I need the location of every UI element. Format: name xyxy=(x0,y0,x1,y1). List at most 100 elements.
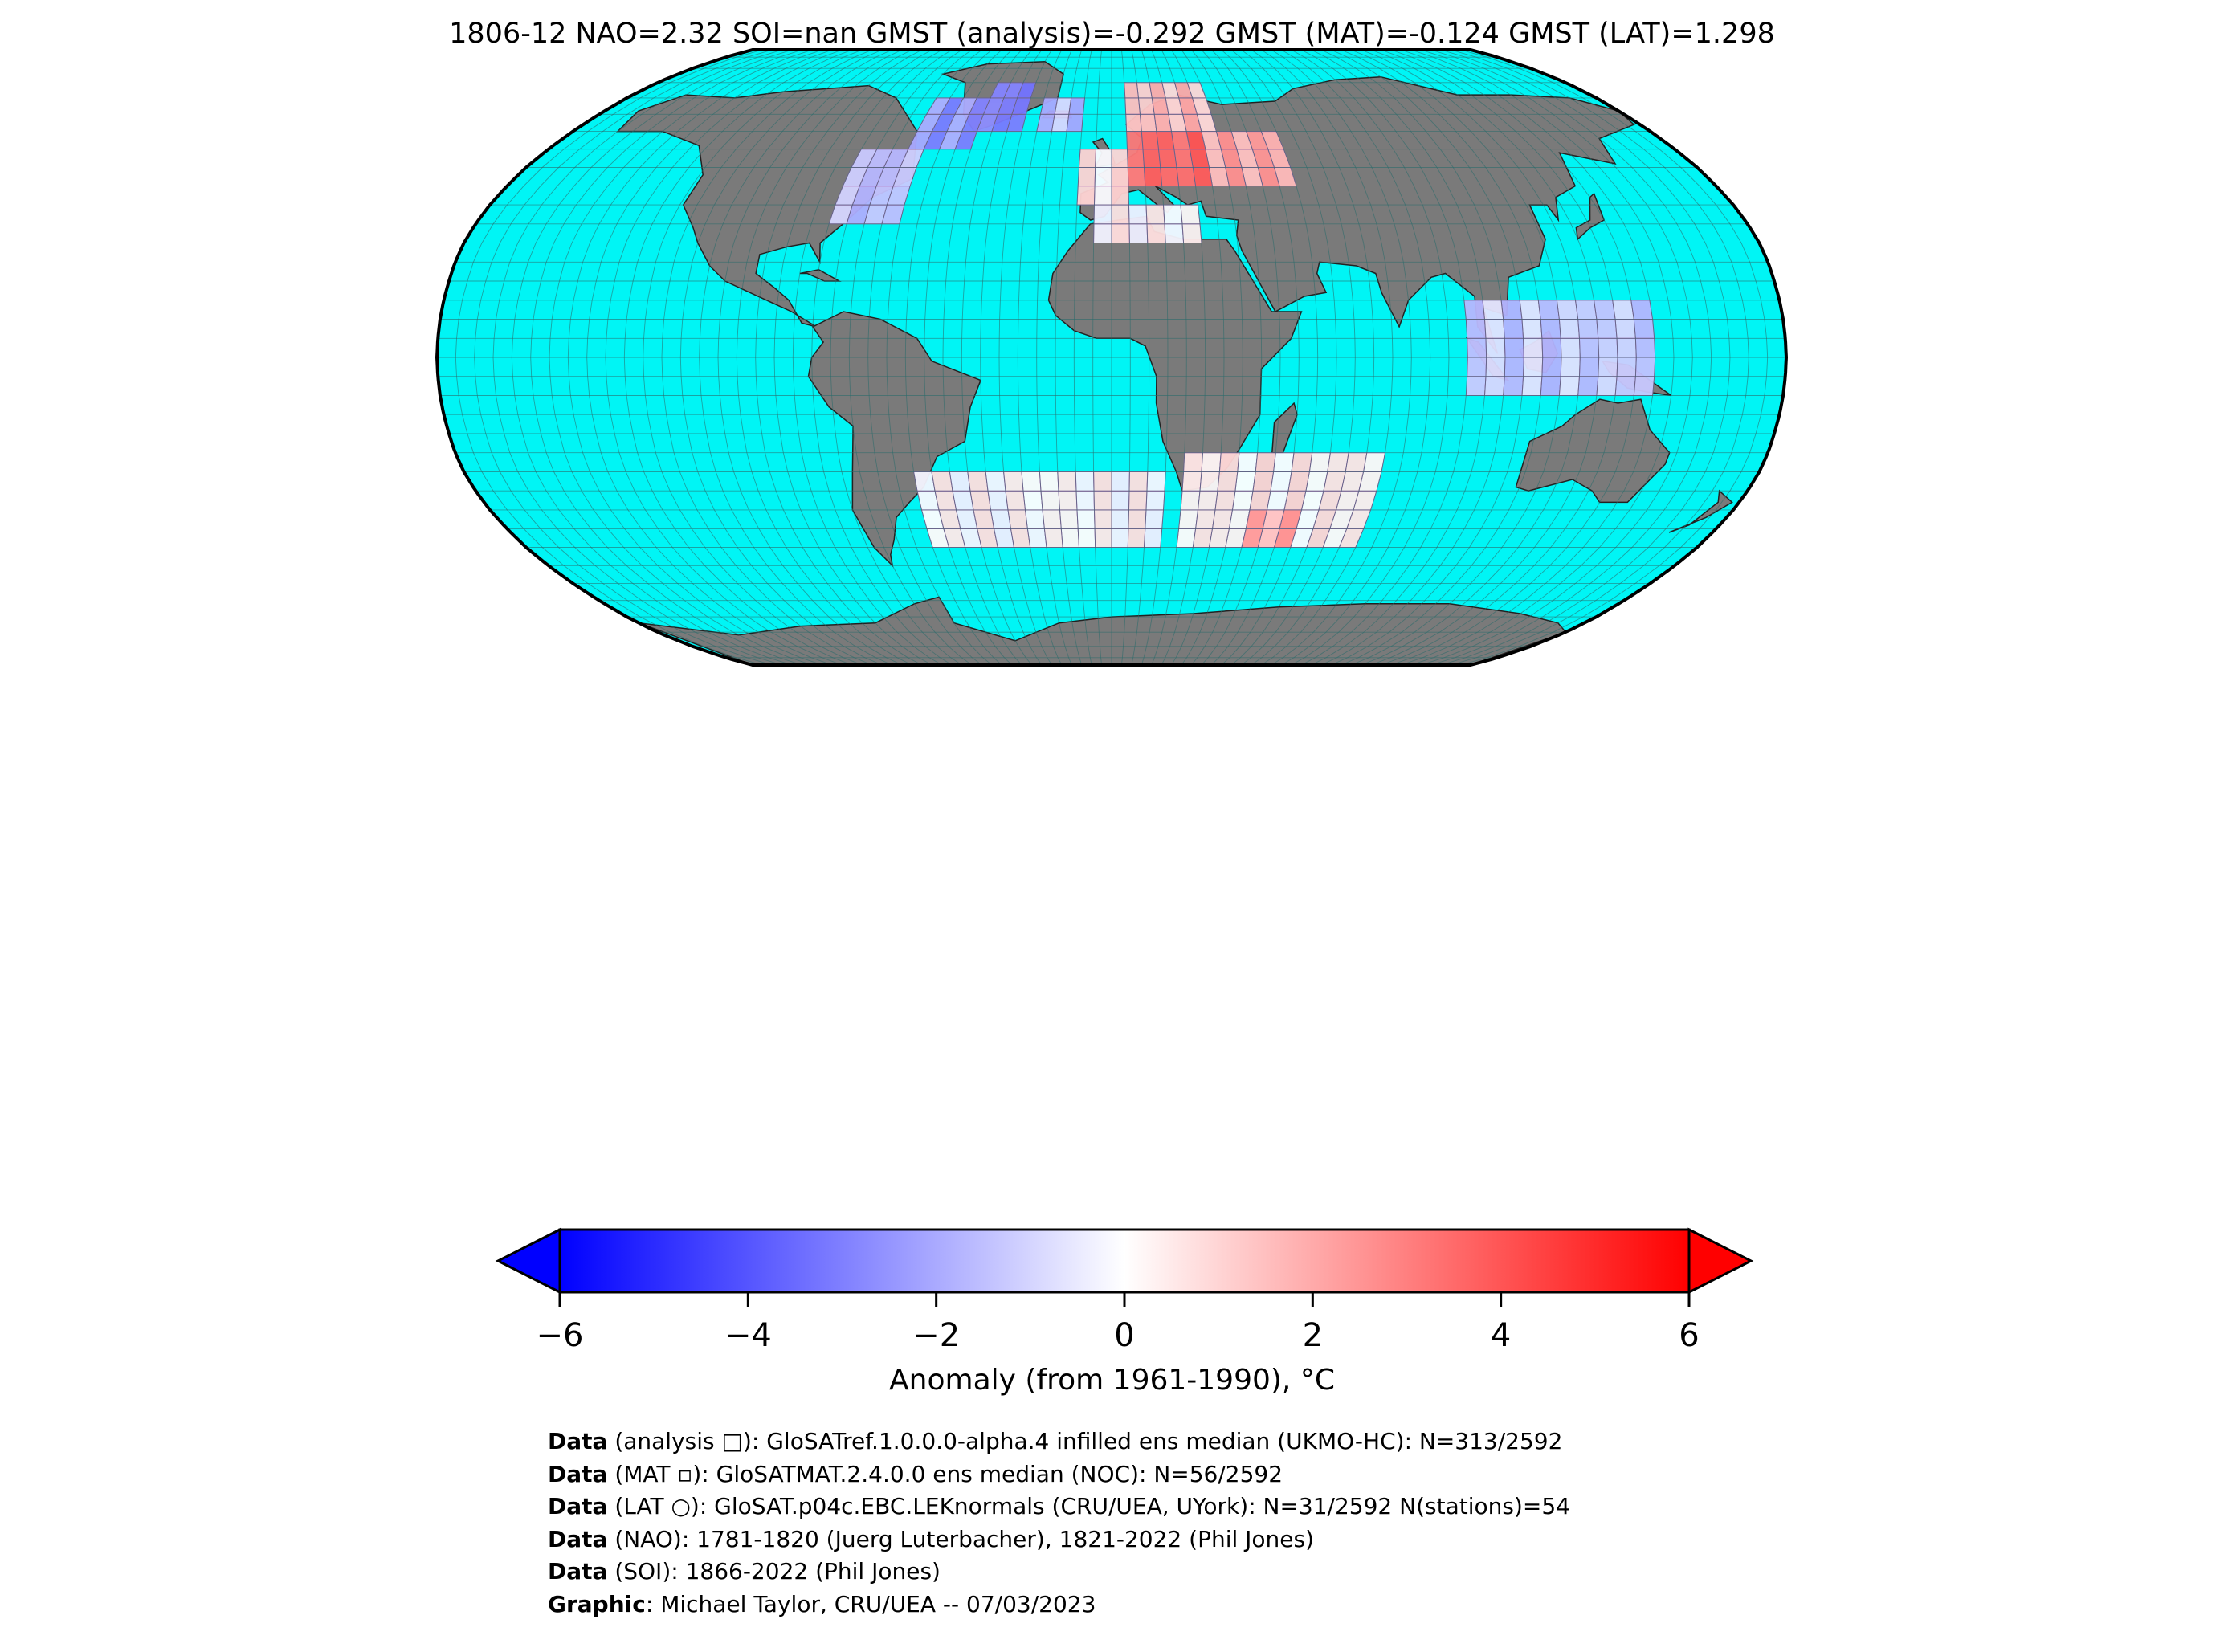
land-new-zealand xyxy=(1668,489,1733,533)
grid-cell xyxy=(1111,186,1130,206)
grid-cell xyxy=(1058,490,1078,511)
grid-cell xyxy=(1059,509,1079,529)
credit-key: Data xyxy=(548,1525,608,1552)
grid-cell xyxy=(1558,319,1581,339)
credit-key: Data xyxy=(548,1558,608,1585)
grid-cell xyxy=(1180,490,1201,511)
credit-text: : Michael Taylor, CRU/UEA -- 07/03/2023 xyxy=(645,1590,1096,1617)
grid-cell xyxy=(1178,509,1199,529)
credit-text: (LAT ○): GloSAT.p04c.EBC.LEKnormals (CRU… xyxy=(607,1493,1570,1519)
grid-cell xyxy=(1146,223,1166,243)
grid-cell xyxy=(1093,204,1112,225)
colorbar xyxy=(495,1227,1754,1307)
colorbar-extend-low xyxy=(495,1227,561,1295)
credit-key: Data xyxy=(548,1460,608,1487)
grid-cell xyxy=(1218,452,1240,472)
credit-key: Graphic xyxy=(548,1590,646,1617)
colorbar-tick-label: −4 xyxy=(724,1317,772,1354)
grid-cell xyxy=(1540,319,1561,339)
colorbar-tick-label: −6 xyxy=(536,1317,584,1354)
grid-cell xyxy=(1128,471,1149,492)
grid-cell xyxy=(1633,376,1655,396)
grid-cell xyxy=(1214,490,1236,511)
grid-cell xyxy=(1139,113,1157,133)
grid-cell xyxy=(1577,319,1599,339)
grid-cell xyxy=(1077,528,1096,548)
credit-text: (SOI): 1866-2022 (Phil Jones) xyxy=(607,1558,941,1585)
grid-cell xyxy=(1485,357,1506,377)
grid-cell xyxy=(1541,357,1562,377)
credit-text: (analysis □): GloSATref.1.0.0.0-alpha.4 … xyxy=(607,1428,1563,1454)
grid-cell xyxy=(1141,131,1160,150)
grid-cell xyxy=(1195,509,1216,529)
grid-cell xyxy=(1127,167,1146,187)
grid-cell xyxy=(1005,490,1026,511)
grid-cell xyxy=(1111,528,1129,548)
grid-cell xyxy=(1537,300,1560,320)
grid-cell xyxy=(1111,223,1130,243)
grid-cell xyxy=(1075,471,1095,492)
grid-cell xyxy=(1111,167,1129,187)
grid-cell xyxy=(1521,319,1543,339)
credit-line: Data (analysis □): GloSATref.1.0.0.0-alp… xyxy=(548,1426,1570,1458)
grid-cell xyxy=(1560,357,1581,377)
grid-cell xyxy=(1465,319,1487,339)
grid-cell xyxy=(1124,97,1141,115)
grid-cell xyxy=(1596,376,1618,396)
grid-cell xyxy=(1111,490,1130,511)
grid-cell xyxy=(1577,376,1599,396)
grid-cell xyxy=(1094,167,1112,187)
credit-key: Data xyxy=(548,1428,608,1454)
grid-cell xyxy=(1503,376,1524,396)
grid-cell xyxy=(985,471,1006,492)
credit-line: Data (NAO): 1781-1820 (Juerg Luterbacher… xyxy=(548,1524,1570,1556)
grid-cell xyxy=(1077,167,1096,187)
grid-cell xyxy=(949,471,971,492)
grid-cell xyxy=(1521,376,1543,396)
grid-cell xyxy=(1068,97,1086,115)
colorbar-tick-label: 6 xyxy=(1679,1317,1700,1354)
grid-cell xyxy=(1145,490,1165,511)
grid-cell xyxy=(1076,509,1096,529)
grid-cell xyxy=(1327,452,1349,472)
grid-cell xyxy=(1612,300,1634,320)
grid-cell xyxy=(1578,337,1600,358)
land-masses xyxy=(616,61,1733,665)
grid-cell xyxy=(1181,471,1202,492)
grid-cell xyxy=(1039,471,1059,492)
grid-cell xyxy=(1199,471,1220,492)
grid-cell xyxy=(1483,319,1505,339)
credits-block: Data (analysis □): GloSATref.1.0.0.0-alp… xyxy=(548,1426,1570,1621)
grid-cell xyxy=(1255,452,1276,472)
colorbar-tick-label: 0 xyxy=(1114,1317,1135,1354)
grid-cell xyxy=(1574,300,1598,320)
grid-cell xyxy=(1183,452,1204,472)
grid-cell xyxy=(1160,167,1180,187)
grid-cell xyxy=(1614,319,1636,339)
credit-text: (MAT ▫): GloSATMAT.2.4.0.0 ens median (N… xyxy=(607,1460,1283,1487)
grid-cell xyxy=(1504,357,1524,377)
grid-cell xyxy=(1143,528,1163,548)
grid-cell xyxy=(1467,337,1487,358)
grid-cell xyxy=(1176,167,1197,187)
grid-cell xyxy=(1094,528,1112,548)
grid-cell xyxy=(1541,337,1562,358)
grid-cell xyxy=(1291,452,1313,472)
grid-cell xyxy=(1578,357,1600,377)
grid-cell xyxy=(1614,376,1636,396)
grid-cell xyxy=(1128,509,1147,529)
grid-cell xyxy=(1142,149,1161,168)
grid-cell xyxy=(1634,357,1656,377)
grid-cell xyxy=(1467,357,1487,377)
grid-cell xyxy=(1596,319,1618,339)
grid-cell xyxy=(1145,509,1165,529)
grid-cell xyxy=(1093,186,1112,206)
grid-cell xyxy=(1126,131,1144,150)
grid-cell xyxy=(1485,337,1506,358)
grid-cell xyxy=(1252,471,1275,492)
grid-cell xyxy=(1523,337,1544,358)
grid-cell xyxy=(931,471,953,492)
grid-cell xyxy=(1075,490,1096,511)
grid-cell xyxy=(1540,376,1561,396)
grid-cell xyxy=(1560,337,1581,358)
